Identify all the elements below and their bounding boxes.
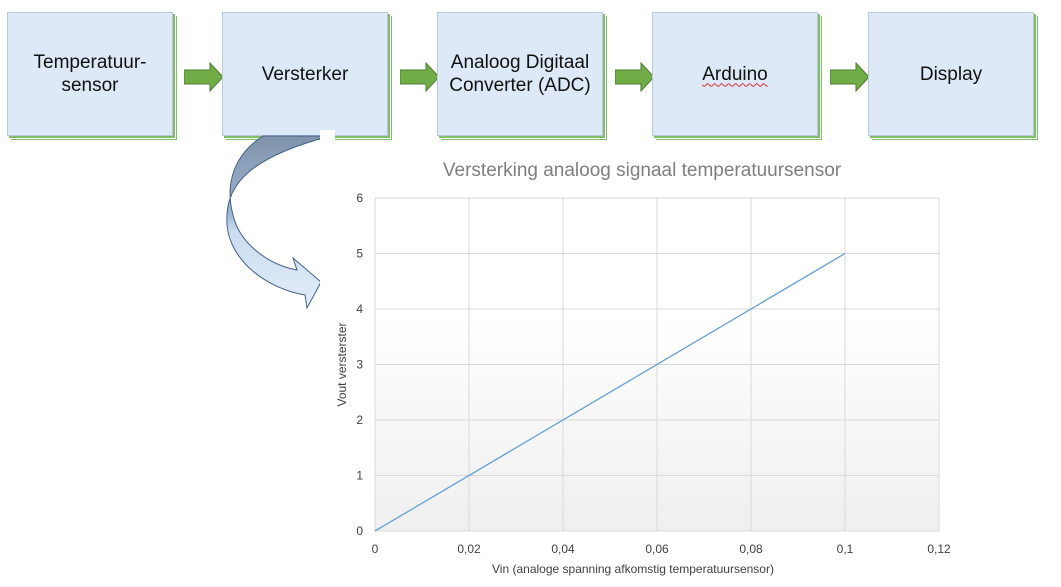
- block-label: Analoog Digitaal Converter (ADC): [449, 52, 591, 96]
- block-arduino: Arduino: [652, 12, 818, 136]
- series-line: [374, 252, 846, 532]
- x-tick-label: 0,12: [927, 542, 951, 556]
- x-tick-label: 0,06: [645, 542, 669, 556]
- line-chart: Versterking analoog signaal temperatuurs…: [335, 160, 951, 576]
- x-tick-label: 0,1: [837, 542, 854, 556]
- flow-arrow-icon: [615, 62, 655, 92]
- flow-arrow-icon: [400, 62, 440, 92]
- x-tick-label: 0,02: [457, 542, 481, 556]
- block-temperatuursensor: Temperatuur- sensor: [7, 12, 173, 136]
- y-tick-label: 3: [356, 358, 363, 372]
- chart-title: Versterking analoog signaal temperatuurs…: [443, 160, 842, 181]
- block-display: Display: [868, 12, 1034, 136]
- block-label: Versterker: [261, 63, 349, 85]
- x-tick-label: 0,04: [551, 542, 575, 556]
- block-versterker: Versterker: [222, 12, 388, 136]
- flow-arrow-icon: [184, 62, 224, 92]
- curved-arrow-icon: [226, 130, 335, 315]
- block-adc: Analoog Digitaal Converter (ADC): [437, 12, 603, 136]
- y-tick-label: 0: [356, 524, 363, 538]
- y-tick-labels: 0 1 2 3 4 5 6: [356, 191, 363, 538]
- block-label: Temperatuur- sensor: [33, 52, 147, 96]
- y-tick-label: 6: [356, 191, 363, 205]
- series: [374, 252, 846, 532]
- y-tick-label: 2: [356, 413, 363, 427]
- flow-arrow-icon: [830, 62, 870, 92]
- block-label: Arduino: [702, 63, 768, 85]
- x-axis-title: Vin (analoge spanning afkomstig temperat…: [492, 562, 774, 576]
- x-tick-labels: 0 0,02 0,04 0,06 0,08 0,1 0,12: [372, 542, 951, 556]
- x-tick-label: 0: [372, 542, 379, 556]
- y-tick-label: 4: [356, 302, 363, 316]
- y-axis-title: Vout versterster: [335, 322, 349, 406]
- y-tick-label: 5: [356, 247, 363, 261]
- block-label: Display: [919, 63, 983, 85]
- x-tick-label: 0,08: [739, 542, 763, 556]
- y-tick-label: 1: [356, 469, 363, 483]
